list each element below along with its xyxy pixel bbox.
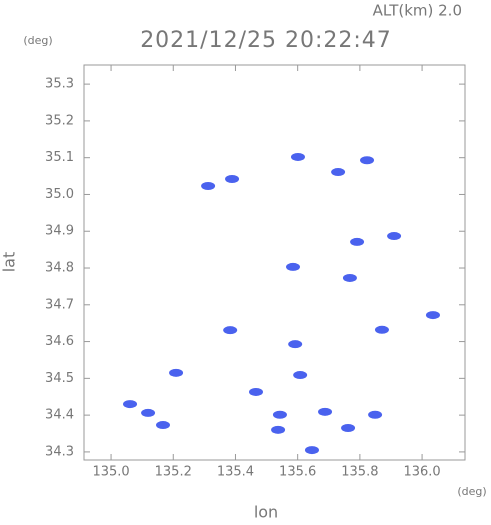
echo — [271, 425, 286, 434]
y-tick-label: 34.7 — [45, 297, 74, 312]
y-tick-label: 34.5 — [45, 371, 74, 386]
echo — [225, 175, 240, 184]
echo — [304, 446, 319, 455]
y-tick-label: 35.0 — [45, 187, 74, 202]
echo — [169, 368, 184, 377]
echo — [290, 152, 305, 161]
echo — [288, 340, 303, 349]
y-tick-label: 35.3 — [45, 77, 74, 92]
echo — [123, 400, 138, 409]
echo — [360, 156, 375, 165]
echo — [331, 168, 346, 177]
echo — [293, 371, 308, 380]
chart-title: 2021/12/25 20:22:47 — [140, 28, 392, 53]
y-unit: (deg) — [23, 34, 52, 47]
x-tick-label: 136.0 — [403, 465, 440, 480]
echo — [387, 232, 402, 241]
x-tick-label: 135.6 — [279, 465, 316, 480]
echo — [201, 182, 216, 191]
y-tick-label: 34.8 — [45, 261, 74, 276]
x-tick-label: 135.2 — [155, 465, 192, 480]
echo — [374, 325, 389, 334]
x-tick-label: 135.8 — [341, 465, 378, 480]
echo — [318, 407, 333, 416]
echo — [341, 424, 356, 433]
echo — [155, 421, 170, 430]
y-tick-label: 35.1 — [45, 150, 74, 165]
x-tick-label: 135.0 — [92, 465, 129, 480]
y-tick-label: 34.9 — [45, 224, 74, 239]
echo — [286, 262, 301, 271]
y-tick-label: 35.2 — [45, 113, 74, 128]
echo — [425, 311, 440, 320]
y-axis-label: lat — [0, 252, 19, 273]
y-tick-label: 34.6 — [45, 334, 74, 349]
echo — [141, 408, 156, 417]
echo — [350, 237, 365, 246]
x-unit: (deg) — [457, 485, 486, 498]
y-tick-label: 34.4 — [45, 408, 74, 423]
echo — [223, 326, 238, 335]
y-tick-label: 34.3 — [45, 444, 74, 459]
plot-frame — [83, 64, 466, 461]
echo — [272, 410, 287, 419]
echo — [248, 387, 263, 396]
altitude-label: ALT(km) 2.0 — [373, 2, 462, 20]
x-tick-label: 135.4 — [217, 465, 254, 480]
x-axis-label: lon — [254, 503, 278, 522]
echo — [342, 273, 357, 282]
echo — [368, 410, 383, 419]
